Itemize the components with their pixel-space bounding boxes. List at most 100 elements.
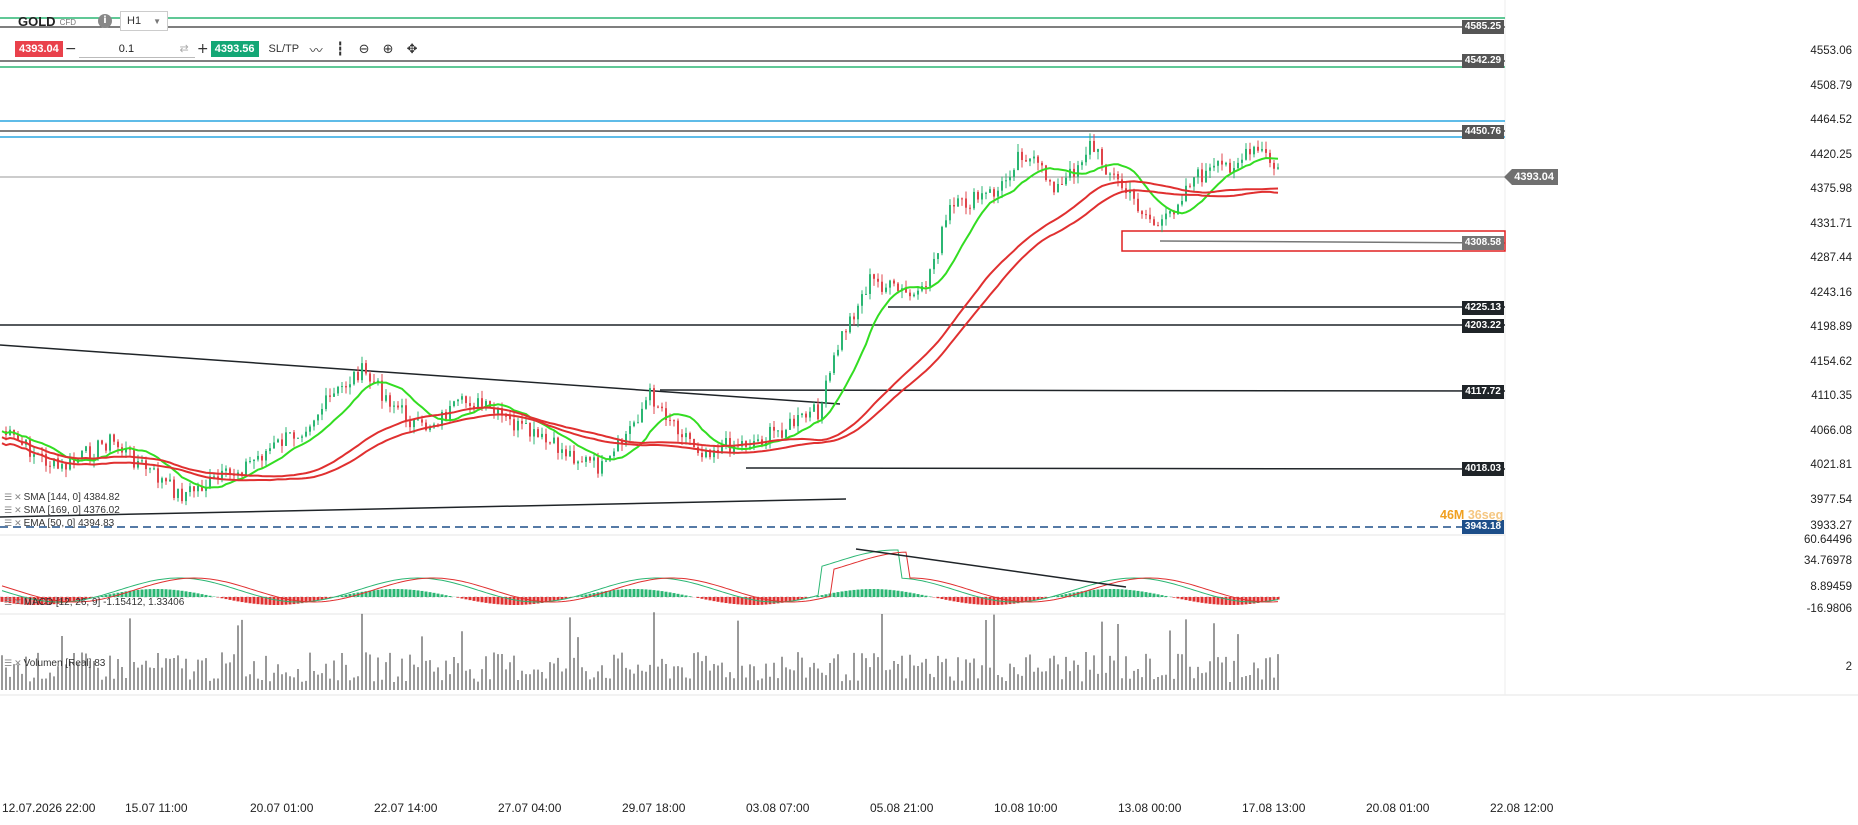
- sell-button[interactable]: 4393.04: [15, 41, 63, 57]
- info-icon[interactable]: i: [98, 14, 113, 28]
- level-tag[interactable]: 3943.18: [1462, 520, 1504, 534]
- macd-histogram-bar: [176, 590, 180, 597]
- candle-body: [1241, 159, 1243, 163]
- sltp-button[interactable]: SL/TP: [268, 43, 300, 55]
- level-tag[interactable]: 4308.58: [1462, 236, 1504, 250]
- candle-body: [857, 305, 859, 320]
- close-icon[interactable]: ✕: [14, 518, 22, 529]
- candle-body: [1093, 140, 1095, 152]
- level-tag[interactable]: 4018.03: [1462, 462, 1504, 476]
- candle-body: [629, 426, 631, 434]
- settings-icon[interactable]: ☰: [4, 505, 13, 516]
- timeframe-select[interactable]: H1 ▼: [120, 11, 169, 31]
- macd-histogram-bar: [1040, 597, 1044, 600]
- legend-sma144[interactable]: ☰ ✕ SMA [144, 0] 4384.82: [4, 492, 120, 503]
- candle-body: [229, 468, 231, 474]
- candle-body: [1273, 162, 1275, 169]
- candle-body: [1201, 169, 1203, 183]
- macd-histogram-bar: [1152, 593, 1156, 597]
- macd-histogram-bar: [184, 591, 188, 597]
- buy-button[interactable]: 4393.56: [210, 41, 259, 57]
- macd-histogram-bar: [204, 594, 208, 597]
- level-tag[interactable]: 4117.72: [1462, 385, 1504, 399]
- increase-quantity-button[interactable]: +: [196, 41, 209, 57]
- legend-macd[interactable]: ☰ ✕ MACD [12, 26, 9] -1.15412, 1.33406: [4, 597, 184, 608]
- macd-histogram-bar: [132, 590, 136, 597]
- settings-icon[interactable]: ☰: [4, 658, 13, 669]
- macd-histogram-bar: [864, 589, 868, 597]
- macd-histogram-bar: [880, 589, 884, 597]
- candle-body: [1101, 149, 1103, 165]
- zoom-out-icon[interactable]: ⊖: [358, 41, 370, 57]
- macd-histogram-bar: [360, 591, 364, 597]
- crosshair-icon[interactable]: ✥: [406, 41, 418, 57]
- candle-body: [1001, 181, 1003, 191]
- macd-histogram-bar: [1260, 597, 1264, 603]
- candle-chart-icon[interactable]: ┇: [336, 41, 345, 57]
- time-tick: 20.07 01:00: [250, 801, 314, 815]
- macd-histogram-bar: [380, 589, 384, 597]
- quantity-input[interactable]: 0.1 ⇄: [78, 40, 195, 58]
- candle-body: [813, 404, 815, 412]
- close-icon[interactable]: ✕: [14, 492, 22, 503]
- candle-body: [529, 423, 531, 437]
- macd-histogram-bar: [956, 597, 960, 603]
- trendline: [855, 548, 1127, 588]
- candle-body: [945, 220, 947, 227]
- level-tag[interactable]: 4585.25: [1462, 20, 1504, 34]
- price-tick: 4420.25: [1810, 149, 1852, 161]
- candle-body: [53, 458, 55, 467]
- decrease-quantity-button[interactable]: −: [64, 41, 77, 57]
- current-price-tag: 4393.04: [1504, 169, 1558, 185]
- macd-histogram-bar: [792, 597, 796, 601]
- macd-histogram-bar: [668, 592, 672, 597]
- price-tick: 4066.08: [1810, 425, 1852, 437]
- macd-histogram-bar: [316, 597, 320, 601]
- close-icon[interactable]: ✕: [14, 597, 22, 608]
- candle-body: [17, 434, 19, 441]
- candle-body: [453, 401, 455, 407]
- macd-histogram-bar: [1128, 589, 1132, 597]
- settings-icon[interactable]: ☰: [4, 597, 13, 608]
- level-line: [1159, 240, 1506, 244]
- macd-histogram-bar: [548, 597, 552, 602]
- symbol-name[interactable]: GOLD: [18, 13, 56, 29]
- close-icon[interactable]: ✕: [14, 658, 22, 669]
- candle-body: [1177, 204, 1179, 215]
- macd-histogram-bar: [700, 597, 704, 599]
- close-icon[interactable]: ✕: [14, 505, 22, 516]
- macd-histogram-bar: [488, 597, 492, 604]
- candle-body: [1117, 174, 1119, 180]
- macd-histogram-bar: [368, 590, 372, 597]
- level-tag[interactable]: 4225.13: [1462, 301, 1504, 315]
- legend-ema50[interactable]: ☰ ✕ EMA [50, 0] 4394.83: [4, 518, 114, 529]
- candle-body: [413, 419, 415, 428]
- symbol-type: CFD: [59, 18, 77, 27]
- level-tag[interactable]: 4542.29: [1462, 54, 1504, 68]
- candle-body: [385, 395, 387, 401]
- macd-histogram-bar: [540, 597, 544, 603]
- zoom-in-icon[interactable]: ⊕: [382, 41, 394, 57]
- legend-sma169[interactable]: ☰ ✕ SMA [169, 0] 4376.02: [4, 505, 120, 516]
- macd-histogram-bar: [340, 595, 344, 597]
- level-tag[interactable]: 4203.22: [1462, 319, 1504, 333]
- macd-histogram-bar: [1220, 597, 1224, 605]
- settings-icon[interactable]: ☰: [4, 518, 13, 529]
- macd-histogram-bar: [848, 590, 852, 597]
- macd-histogram-bar: [1244, 597, 1248, 605]
- candle-body: [109, 434, 111, 451]
- macd-histogram-bar: [720, 597, 724, 603]
- candle-body: [165, 478, 167, 482]
- candle-body: [445, 411, 447, 421]
- legend-volume[interactable]: ☰ ✕ Volumen [Real] 83: [4, 658, 105, 669]
- level-tag[interactable]: 4450.76: [1462, 125, 1504, 139]
- swap-icon[interactable]: ⇄: [179, 42, 189, 55]
- macd-histogram-bar: [112, 593, 116, 597]
- line-chart-icon[interactable]: 〰: [309, 43, 323, 59]
- macd-histogram-bar: [248, 597, 252, 604]
- candle-body: [341, 386, 343, 388]
- settings-icon[interactable]: ☰: [4, 492, 13, 503]
- macd-histogram-bar: [60, 597, 64, 604]
